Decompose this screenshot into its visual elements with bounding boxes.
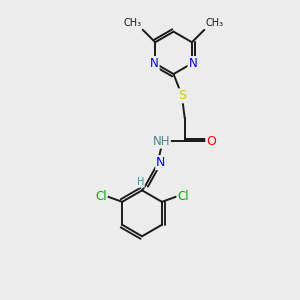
Text: N: N: [150, 57, 159, 70]
Text: N: N: [156, 156, 166, 169]
Text: H: H: [136, 177, 144, 187]
Text: NH: NH: [152, 135, 170, 148]
Text: N: N: [188, 57, 197, 70]
Text: Cl: Cl: [95, 190, 107, 203]
Text: O: O: [206, 135, 216, 148]
Text: Cl: Cl: [177, 190, 189, 203]
Text: CH₃: CH₃: [124, 17, 142, 28]
Text: CH₃: CH₃: [205, 17, 223, 28]
Text: S: S: [178, 89, 186, 102]
